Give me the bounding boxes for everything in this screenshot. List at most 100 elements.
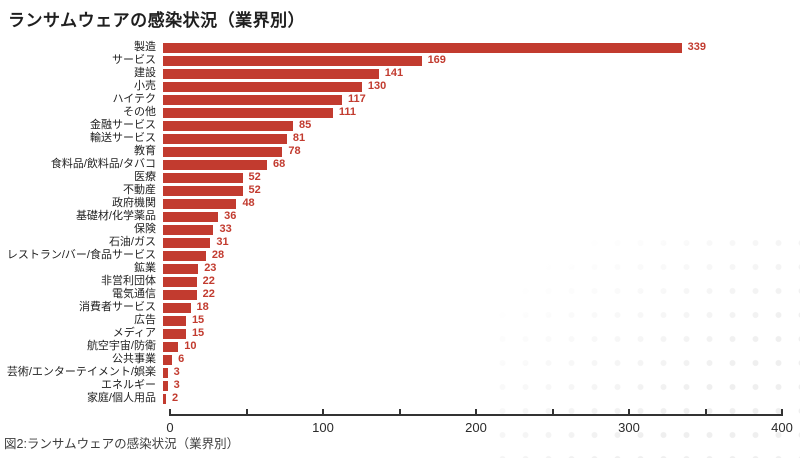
x-axis-tick-label: 400 [771, 420, 793, 435]
category-label: 食料品/飲料品/タバコ [50, 158, 156, 170]
bar-row: 芸術/エンターテイメント/娯楽 3 [0, 366, 800, 379]
bar-row: エネルギー 3 [0, 379, 800, 392]
category-label: その他 [123, 106, 156, 118]
category-label: 石油/ガス [108, 236, 156, 248]
value-label: 130 [367, 80, 387, 92]
x-axis-tick-label: 0 [166, 420, 174, 435]
value-label: 48 [242, 197, 255, 209]
value-label: 85 [299, 119, 312, 131]
value-label: 23 [204, 262, 217, 274]
bar-track: 23 [163, 262, 775, 275]
bar-row: 食料品/飲料品/タバコ 68 [0, 158, 800, 171]
bar-row: 建設 141 [0, 67, 800, 80]
bar-row: ハイテク 117 [0, 93, 800, 106]
value-label: 10 [184, 340, 197, 352]
bar-row: その他 111 [0, 106, 800, 119]
bar [163, 354, 173, 365]
bar [163, 250, 206, 261]
background-dot-pattern [485, 223, 800, 458]
bar [163, 55, 422, 66]
bar-track: 22 [163, 288, 775, 301]
bar-row: 保険 33 [0, 223, 800, 236]
x-axis: 0 100 200 300 400 [166, 409, 793, 442]
bar [163, 289, 197, 300]
bar-row: 広告 15 [0, 314, 800, 327]
category-label: 非営利団体 [101, 275, 156, 287]
x-axis-tick [781, 409, 783, 416]
bar-row: 小売 130 [0, 80, 800, 93]
category-label: ハイテク [112, 93, 156, 105]
bar [163, 263, 199, 274]
value-label: 31 [216, 236, 229, 248]
category-label: 公共事業 [112, 353, 156, 365]
category-label: 建設 [134, 67, 156, 79]
bar-track: 15 [163, 327, 775, 340]
bar [163, 237, 211, 248]
value-label: 81 [292, 132, 306, 144]
value-label: 2 [172, 392, 179, 404]
value-label: 36 [224, 210, 237, 222]
category-label: 鉱業 [134, 262, 156, 274]
bar [163, 81, 362, 92]
value-label: 141 [384, 67, 404, 79]
bar [163, 42, 682, 53]
category-label: 消費者サービス [79, 301, 156, 313]
category-label: 航空宇宙/防衛 [86, 340, 156, 352]
bar-track: 68 [163, 158, 775, 171]
bar [163, 68, 379, 79]
value-label: 117 [348, 93, 366, 105]
bar-row: 消費者サービス 18 [0, 301, 800, 314]
bar-track: 85 [163, 119, 775, 132]
bar-track: 52 [163, 171, 775, 184]
bar-row: 公共事業 6 [0, 353, 800, 366]
x-axis-tick [628, 409, 630, 416]
value-label: 33 [219, 223, 232, 235]
bar-track: 3 [163, 366, 775, 379]
category-label: 小売 [134, 80, 156, 92]
bar-track: 31 [163, 236, 775, 249]
bar-row: 政府機関 48 [0, 197, 800, 210]
bar-track: 81 [163, 132, 775, 145]
bar-track: 15 [163, 314, 775, 327]
x-axis-tick-label: 200 [465, 420, 487, 435]
bar-row: 製造 339 [0, 41, 800, 54]
category-label: 保険 [134, 223, 156, 235]
value-label: 52 [248, 171, 261, 183]
chart-title: ランサムウェアの感染状況（業界別） [8, 11, 306, 30]
bar-track: 10 [163, 340, 775, 353]
bar [163, 185, 243, 196]
bar-track: 33 [163, 223, 775, 236]
bar [163, 224, 214, 235]
bar-track: 2 [163, 392, 775, 405]
bar-track: 339 [163, 41, 775, 54]
category-label: サービス [112, 54, 156, 66]
bar [163, 133, 287, 144]
value-label: 68 [273, 158, 286, 170]
bar [163, 380, 168, 391]
bar-track: 48 [163, 197, 775, 210]
x-axis-tick [169, 409, 171, 416]
bar-track: 130 [163, 80, 775, 93]
category-label: 教育 [134, 145, 156, 157]
value-label: 15 [191, 314, 205, 326]
value-label: 6 [178, 353, 185, 365]
value-label: 28 [211, 249, 225, 261]
x-axis-tick [704, 409, 707, 416]
x-axis-tick [551, 409, 554, 416]
bar-row: 鉱業 23 [0, 262, 800, 275]
x-axis-tick [245, 409, 248, 416]
x-axis-tick-label: 100 [312, 420, 334, 435]
bar [163, 107, 333, 118]
value-label: 111 [338, 106, 356, 118]
bar-row: 航空宇宙/防衛 10 [0, 340, 800, 353]
value-label: 22 [202, 275, 215, 287]
category-label: 芸術/エンターテイメント/娯楽 [6, 366, 156, 378]
bar-rows: 製造 339 サービス 169 建設 141 小売 130 ハイテク 117 その他 111 金融サービ… [0, 41, 800, 405]
category-label: 基礎材/化学薬品 [75, 210, 156, 222]
bar-row: 家庭/個人用品 2 [0, 392, 800, 405]
bar [163, 159, 268, 170]
bar-row: レストラン/バー/食品サービス 28 [0, 249, 800, 262]
bar [163, 172, 243, 183]
x-axis-tick-label: 300 [618, 420, 640, 435]
